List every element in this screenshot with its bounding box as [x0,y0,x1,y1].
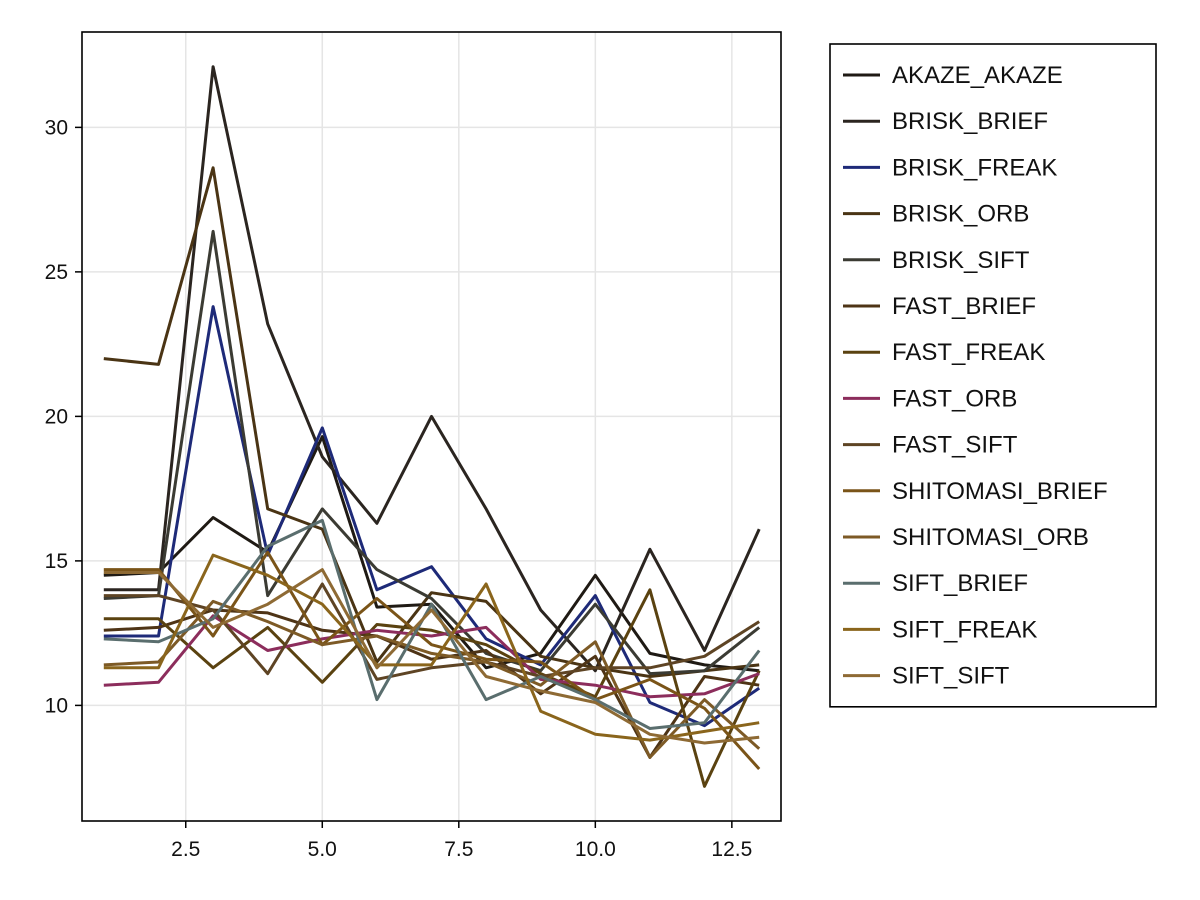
legend-label-brisk-freak: BRISK_FREAK [892,154,1057,181]
series-line-brisk-orb [103,166,760,678]
legend-label-sift-brief: SIFT_BRIEF [892,570,1028,597]
legend-label-fast-orb: FAST_ORB [892,385,1017,412]
legend-label-shitomasi-brief: SHITOMASI_BRIEF [892,478,1108,505]
x-axis: 2.5 5.0 7.5 10.0 12.5 [171,821,752,861]
series-line-fast-freak [103,588,761,788]
series-line-fast-sift [103,582,761,681]
legend-label-brisk-sift: BRISK_SIFT [892,247,1030,274]
plot-frame [81,31,782,822]
series-line-fast-orb [103,614,760,699]
legend-label-fast-freak: FAST_FREAK [892,339,1045,366]
legend-label-sift-sift: SIFT_SIFT [892,663,1010,690]
x-tick-label: 12.5 [711,838,752,861]
y-tick-label: 10 [45,694,68,717]
legend-label-fast-brief: FAST_BRIEF [892,293,1036,320]
x-tick-label: 10.0 [575,838,616,861]
legend-label-fast-sift: FAST_SIFT [892,432,1018,459]
y-axis: 10 15 20 25 30 [45,116,82,717]
x-tick-label: 7.5 [444,838,473,861]
legend-label-akaze-akaze: AKAZE_AKAZE [892,62,1063,89]
series-line-sift-brief [103,518,761,730]
legend-label-sift-freak: SIFT_FREAK [892,616,1037,643]
x-tick-label: 2.5 [171,838,200,861]
grid-lines [82,32,781,821]
legend-box [829,43,1157,708]
series-line-shitomasi-brief [103,550,761,771]
legend: AKAZE_AKAZE BRISK_BRIEF BRISK_FREAK BRISK_O… [829,43,1157,708]
series-line-sift-sift [103,568,760,745]
series-line-sift-freak [103,553,760,742]
series-line-brisk-brief [103,65,761,673]
legend-label-brisk-brief: BRISK_BRIEF [892,108,1048,135]
legend-label-brisk-orb: BRISK_ORB [892,201,1029,228]
y-tick-label: 30 [45,116,68,139]
series-line-brisk-freak [103,305,761,728]
x-tick-label: 5.0 [308,838,337,861]
y-tick-label: 15 [45,550,68,573]
series-line-brisk-sift [103,229,761,676]
y-tick-label: 20 [45,405,68,428]
legend-label-shitomasi-orb: SHITOMASI_ORB [892,524,1089,551]
y-tick-label: 25 [45,261,68,284]
series-line-shitomasi-orb [103,599,761,759]
series-lines [103,65,761,788]
